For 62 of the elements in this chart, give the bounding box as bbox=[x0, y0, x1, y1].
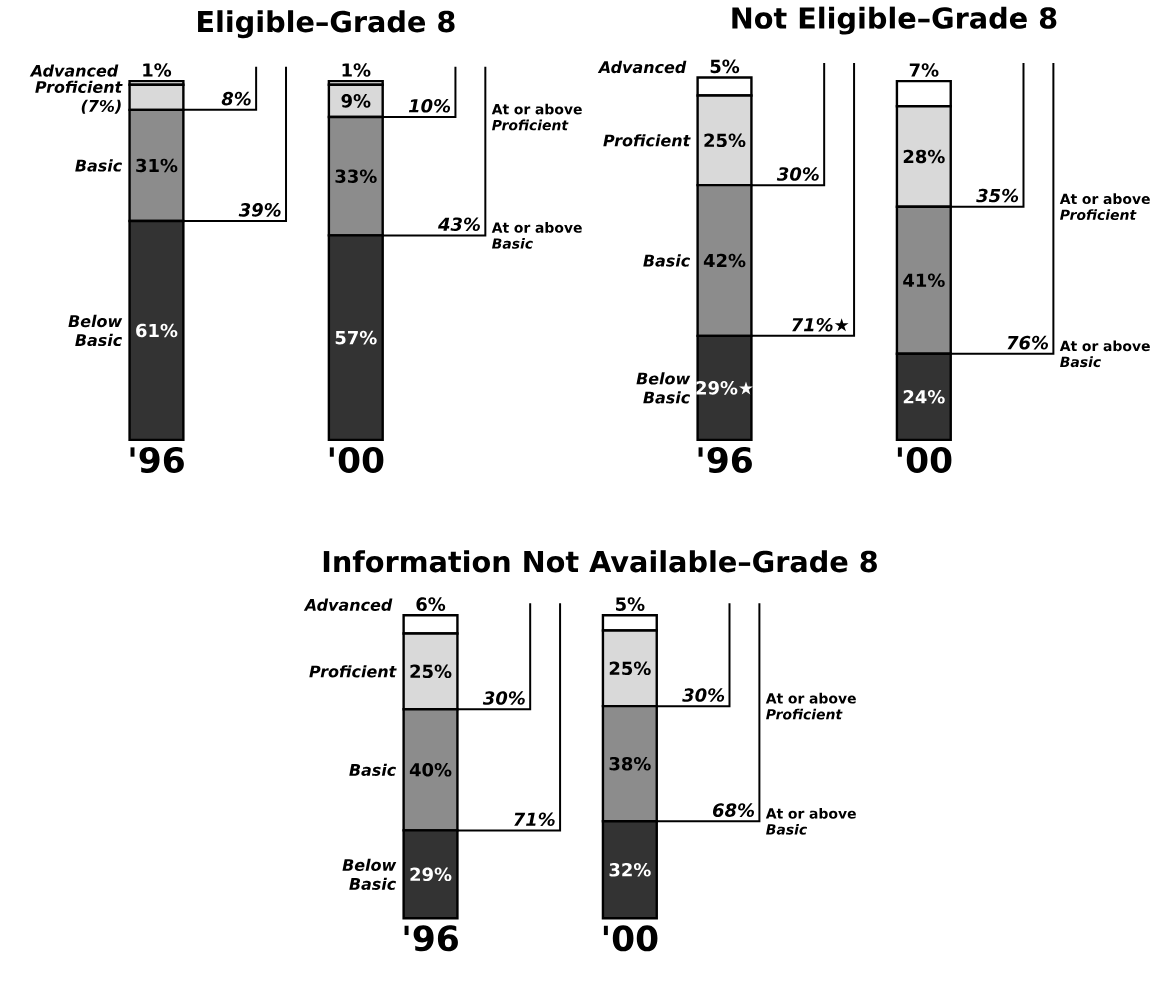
data-label: 31% bbox=[136, 158, 178, 173]
series-label: Below Basic bbox=[68, 314, 123, 347]
text: At or above Proficient bbox=[491, 103, 582, 131]
text: At or above Basic bbox=[491, 222, 582, 249]
data-label: 25% bbox=[609, 661, 651, 676]
annotation: 30% bbox=[482, 691, 525, 705]
series-label: Basic bbox=[349, 763, 397, 776]
annotation: 10% bbox=[408, 99, 451, 113]
annotation: 71% bbox=[514, 812, 555, 826]
data-label: 1% bbox=[342, 63, 371, 77]
annotation: 30% bbox=[682, 688, 725, 702]
x-tick-label: '96 bbox=[698, 446, 752, 473]
series-label: Proficient bbox=[309, 665, 397, 678]
series-label: Basic bbox=[75, 159, 122, 172]
data-label: 5% bbox=[615, 597, 645, 611]
annotation: 76% bbox=[1007, 335, 1049, 350]
chart-title: Information Not Available–Grade 8 bbox=[323, 550, 877, 573]
x-tick-label: '96 bbox=[404, 925, 458, 952]
series-label: Below Basic bbox=[636, 372, 691, 404]
series-label: Advanced bbox=[597, 60, 687, 74]
data-label: 5% bbox=[710, 59, 740, 74]
data-label: 7% bbox=[909, 63, 939, 77]
series-label: Basic bbox=[643, 254, 691, 267]
data-label: 1% bbox=[143, 63, 172, 77]
data-label: 38% bbox=[609, 756, 651, 771]
x-tick-label: '96 bbox=[130, 446, 184, 473]
series-label: Proficient bbox=[603, 134, 691, 147]
annotation: 68% bbox=[712, 803, 755, 817]
data-label: 42% bbox=[703, 253, 746, 268]
data-label: 9% bbox=[341, 94, 371, 108]
data-label: 61% bbox=[136, 323, 178, 338]
annotation: 39% bbox=[238, 203, 281, 217]
data-label: 57% bbox=[335, 330, 377, 345]
series-label: Below Basic bbox=[342, 858, 397, 890]
series-label: Advanced bbox=[29, 64, 119, 77]
chart-title: Not Eligible–Grade 8 bbox=[732, 6, 1057, 35]
text: At or above Basic bbox=[1059, 340, 1150, 368]
annotation: 30% bbox=[776, 167, 819, 181]
data-label: 28% bbox=[903, 149, 945, 164]
text: At or above Proficient bbox=[1059, 193, 1150, 221]
data-label: 32% bbox=[609, 862, 651, 877]
data-label: 29%★ bbox=[696, 381, 753, 395]
text: At or above Proficient bbox=[765, 692, 856, 720]
text: At or above Basic bbox=[765, 807, 856, 835]
data-label: 41% bbox=[903, 273, 945, 288]
data-label: 33% bbox=[335, 169, 377, 183]
series-label: Proficient (7%) bbox=[35, 80, 123, 114]
data-label: 6% bbox=[416, 597, 446, 611]
annotation: 43% bbox=[437, 217, 480, 231]
annotation: 71%★ bbox=[792, 317, 849, 332]
data-label: 40% bbox=[409, 763, 452, 777]
data-label: 25% bbox=[704, 133, 746, 148]
x-tick-label: '00 bbox=[329, 446, 384, 473]
data-label: 25% bbox=[410, 664, 452, 679]
data-label: 24% bbox=[903, 390, 945, 404]
annotation: 35% bbox=[976, 188, 1019, 203]
x-tick-label: '00 bbox=[897, 446, 952, 473]
annotation: 8% bbox=[221, 91, 251, 106]
x-tick-label: '00 bbox=[603, 925, 658, 952]
data-label: 29% bbox=[410, 867, 452, 882]
chart-title: Eligible–Grade 8 bbox=[198, 10, 455, 39]
series-label: Advanced bbox=[303, 598, 393, 611]
